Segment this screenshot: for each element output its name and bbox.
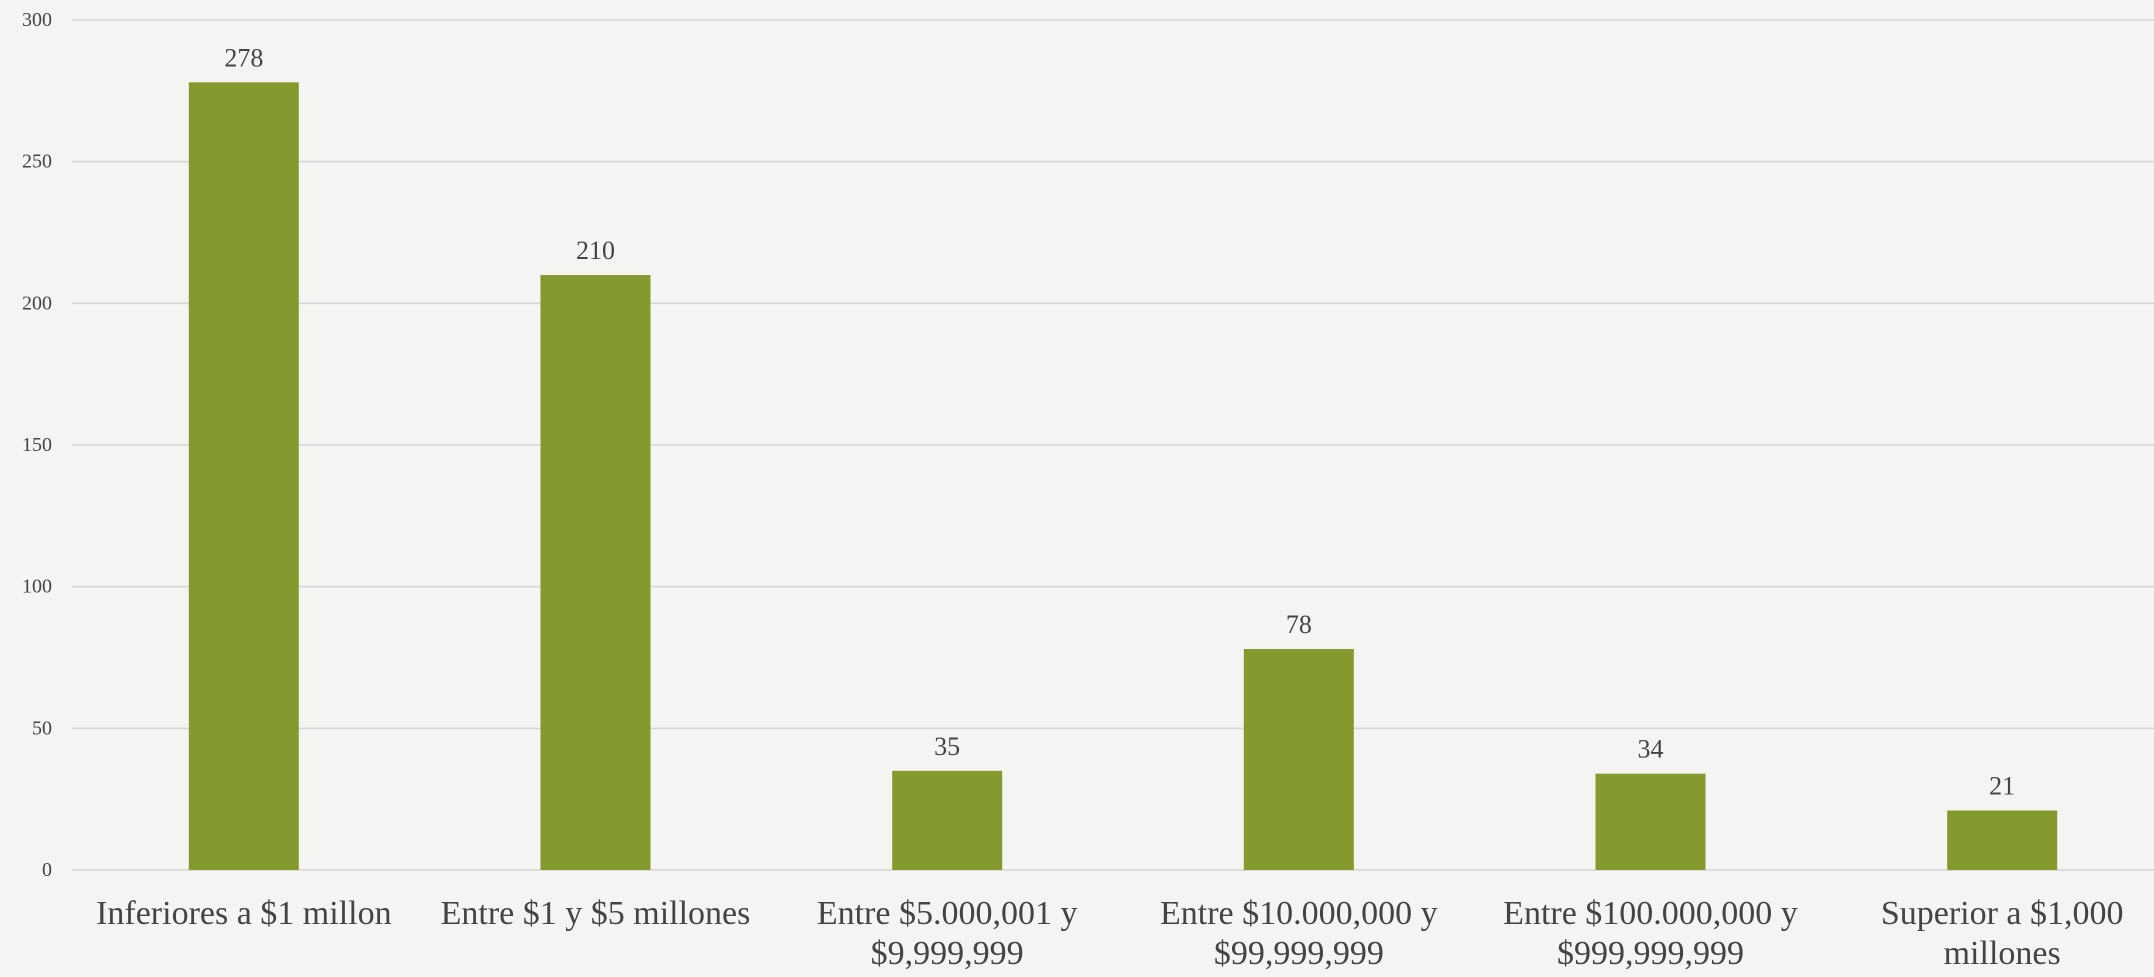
bar bbox=[540, 275, 651, 870]
x-axis-labels: Inferiores a $1 millon Entre $1 y $5 mill… bbox=[96, 895, 2123, 972]
y-tick-label: 50 bbox=[32, 717, 52, 739]
y-tick-label: 150 bbox=[22, 434, 52, 456]
data-label: 35 bbox=[934, 732, 960, 761]
bar bbox=[1243, 649, 1354, 870]
x-tick-label: Entre $1 y $5 millones bbox=[441, 895, 751, 932]
x-tick-label: $9,999,999 bbox=[871, 935, 1024, 972]
bar bbox=[1947, 810, 2058, 870]
x-tick-label: $99,999,999 bbox=[1214, 935, 1384, 972]
x-tick-label: Inferiores a $1 millon bbox=[96, 895, 392, 932]
bar bbox=[1595, 773, 1706, 870]
data-label: 34 bbox=[1638, 735, 1664, 764]
x-tick-label: Entre $5.000,001 y bbox=[817, 895, 1078, 932]
y-tick-label: 300 bbox=[22, 9, 52, 31]
data-label: 21 bbox=[1989, 772, 2015, 801]
y-tick-label: 200 bbox=[22, 292, 52, 314]
bar bbox=[892, 770, 1003, 870]
y-axis-ticks: 0 50 100 150 200 250 300 bbox=[22, 9, 52, 881]
y-tick-label: 100 bbox=[22, 576, 52, 598]
data-label: 278 bbox=[224, 43, 263, 72]
bar bbox=[188, 82, 299, 871]
y-tick-label: 250 bbox=[22, 151, 52, 173]
bars bbox=[188, 82, 2058, 871]
x-tick-label: Entre $10.000,000 y bbox=[1160, 895, 1438, 932]
y-tick-label: 0 bbox=[42, 859, 52, 881]
data-labels: 278 210 35 78 34 21 bbox=[224, 43, 2015, 800]
x-tick-label: Entre $100.000,000 y bbox=[1503, 895, 1798, 932]
data-label: 78 bbox=[1286, 610, 1312, 639]
gridlines bbox=[72, 19, 2154, 871]
data-label: 210 bbox=[576, 236, 615, 265]
x-tick-label: millones bbox=[1944, 935, 2061, 972]
x-tick-label: $999,999,999 bbox=[1557, 935, 1744, 972]
x-tick-label: Superior a $1,000 bbox=[1881, 895, 2124, 932]
